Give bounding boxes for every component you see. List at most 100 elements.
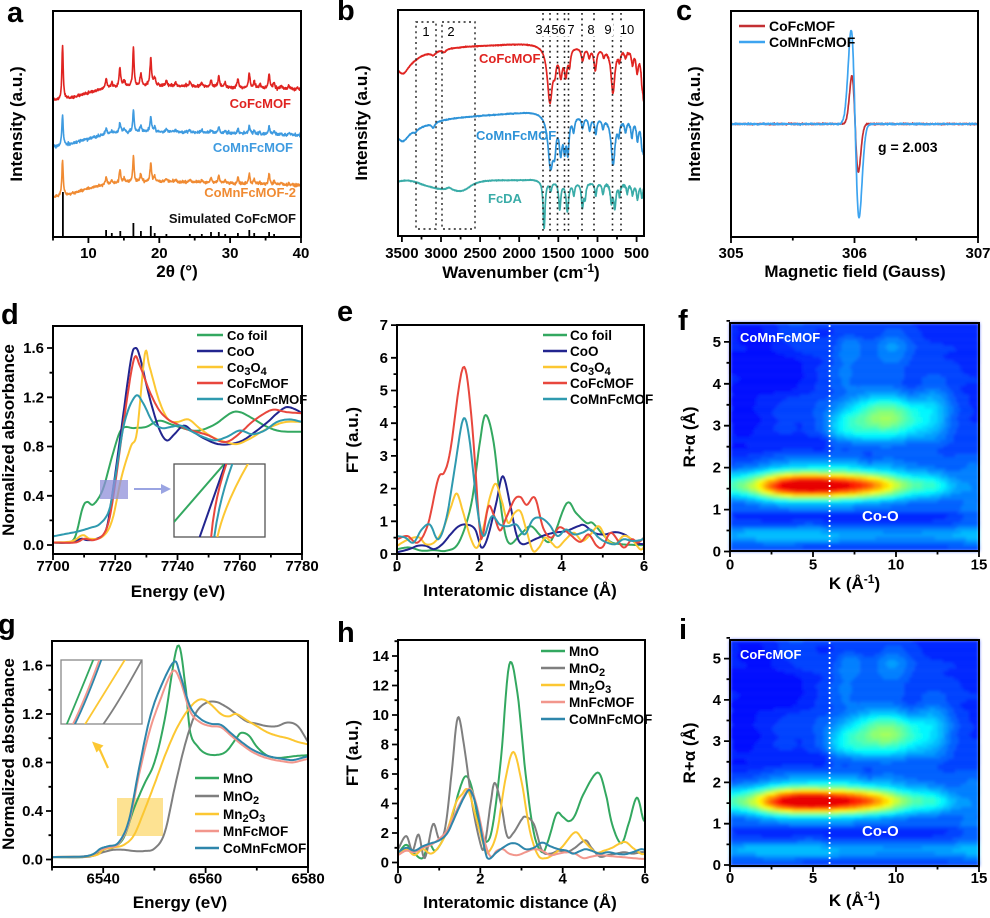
svg-text:CoFcMOF: CoFcMOF (769, 18, 836, 34)
svg-text:5: 5 (380, 383, 388, 400)
svg-text:10: 10 (888, 870, 905, 887)
svg-text:Intensity (a.u.): Intensity (a.u.) (7, 66, 26, 181)
svg-text:4: 4 (558, 871, 567, 888)
svg-text:6: 6 (640, 558, 648, 575)
svg-text:Intensity (a.u.): Intensity (a.u.) (685, 66, 704, 181)
svg-text:0.4: 0.4 (22, 803, 44, 820)
svg-text:CoMnFcMOF-2: CoMnFcMOF-2 (204, 185, 296, 200)
svg-text:CoFcMOF: CoFcMOF (227, 376, 288, 391)
svg-text:5: 5 (809, 870, 817, 887)
svg-text:Mn2O3: Mn2O3 (569, 678, 611, 696)
svg-text:3: 3 (713, 418, 721, 435)
svg-text:Interatomic distance (Å): Interatomic distance (Å) (423, 893, 617, 912)
svg-text:8: 8 (381, 737, 389, 754)
svg-text:5: 5 (713, 651, 721, 668)
svg-text:FT (a.u.): FT (a.u.) (343, 407, 362, 473)
svg-text:10: 10 (80, 245, 97, 262)
svg-text:4: 4 (713, 692, 722, 709)
svg-text:R+α (Å): R+α (Å) (680, 407, 699, 468)
svg-text:4: 4 (557, 558, 566, 575)
svg-text:30: 30 (222, 245, 239, 262)
svg-text:Wavenumber (cm-1): Wavenumber (cm-1) (442, 261, 599, 282)
svg-text:i: i (679, 614, 687, 646)
svg-text:3500: 3500 (385, 245, 418, 262)
svg-text:2: 2 (447, 24, 454, 39)
svg-text:Normalized absorbance: Normalized absorbance (0, 658, 18, 850)
svg-text:305: 305 (718, 245, 743, 262)
svg-text:CoO: CoO (227, 344, 254, 359)
svg-text:CoO: CoO (570, 344, 599, 359)
svg-text:4: 4 (381, 796, 390, 813)
svg-text:CoMnFcMOF: CoMnFcMOF (570, 392, 653, 407)
svg-text:7: 7 (380, 317, 388, 334)
svg-text:CoMnFcMOF: CoMnFcMOF (740, 330, 820, 345)
svg-text:e: e (337, 296, 353, 328)
svg-text:0.0: 0.0 (23, 537, 44, 554)
svg-text:CoMnFcMOF: CoMnFcMOF (213, 140, 293, 155)
svg-text:10: 10 (620, 22, 634, 37)
svg-text:MnFcMOF: MnFcMOF (223, 824, 288, 839)
svg-text:20: 20 (151, 245, 168, 262)
svg-text:10: 10 (372, 707, 389, 724)
svg-text:CoMnFcMOF: CoMnFcMOF (223, 841, 306, 856)
svg-text:g = 2.003: g = 2.003 (878, 139, 938, 155)
svg-text:1000: 1000 (581, 245, 614, 262)
svg-text:CoFcMOF: CoFcMOF (570, 376, 634, 391)
svg-text:2: 2 (380, 481, 388, 498)
svg-text:0.8: 0.8 (22, 755, 43, 772)
svg-text:MnFcMOF: MnFcMOF (569, 695, 634, 710)
svg-text:Energy (eV): Energy (eV) (131, 582, 225, 601)
svg-text:14: 14 (372, 648, 389, 665)
svg-text:1: 1 (713, 816, 721, 833)
svg-text:7740: 7740 (161, 558, 194, 575)
svg-text:1.6: 1.6 (23, 340, 44, 357)
svg-text:1500: 1500 (542, 245, 575, 262)
svg-text:5: 5 (713, 334, 721, 351)
svg-text:6: 6 (381, 766, 389, 783)
svg-text:FT (a.u.): FT (a.u.) (343, 720, 362, 786)
svg-text:15: 15 (971, 557, 988, 574)
svg-text:0: 0 (713, 857, 721, 874)
svg-text:6560: 6560 (189, 871, 222, 888)
svg-text:Mn2O3: Mn2O3 (223, 807, 265, 825)
svg-text:MnO: MnO (223, 771, 253, 786)
svg-text:CoMnFcMOF: CoMnFcMOF (769, 34, 856, 50)
svg-text:3000: 3000 (424, 245, 457, 262)
svg-text:1: 1 (713, 502, 721, 519)
svg-text:h: h (337, 617, 355, 649)
svg-text:2: 2 (475, 558, 483, 575)
svg-text:5: 5 (551, 22, 558, 37)
svg-text:c: c (676, 0, 692, 27)
svg-text:6540: 6540 (87, 871, 120, 888)
svg-text:CoMnFcMOF: CoMnFcMOF (569, 712, 652, 727)
svg-text:6: 6 (558, 22, 565, 37)
svg-text:2: 2 (381, 825, 389, 842)
svg-text:2500: 2500 (463, 245, 496, 262)
svg-text:6: 6 (380, 350, 388, 367)
svg-text:0: 0 (380, 546, 388, 563)
svg-text:2: 2 (713, 460, 721, 477)
svg-text:b: b (337, 0, 355, 27)
svg-text:Co3O4: Co3O4 (227, 360, 268, 378)
svg-text:0: 0 (394, 871, 402, 888)
svg-text:2: 2 (713, 774, 721, 791)
svg-text:Simulated CoFcMOF: Simulated CoFcMOF (169, 211, 296, 226)
svg-text:40: 40 (293, 245, 310, 262)
svg-text:R+α (Å): R+α (Å) (680, 723, 699, 784)
svg-text:CoMnFcMOF: CoMnFcMOF (476, 128, 556, 143)
svg-text:1: 1 (380, 513, 388, 530)
svg-text:f: f (678, 305, 688, 337)
svg-text:1: 1 (422, 24, 429, 39)
svg-text:0.8: 0.8 (23, 439, 44, 456)
svg-text:Co-O: Co-O (862, 508, 899, 525)
svg-text:5: 5 (809, 557, 817, 574)
svg-text:0: 0 (381, 855, 389, 872)
svg-text:6580: 6580 (291, 871, 324, 888)
svg-text:d: d (1, 299, 19, 331)
svg-text:8: 8 (587, 22, 594, 37)
svg-text:7720: 7720 (99, 558, 132, 575)
svg-text:3: 3 (380, 448, 388, 465)
svg-text:CoFcMOF: CoFcMOF (740, 647, 801, 662)
svg-text:4: 4 (380, 415, 389, 432)
svg-text:15: 15 (971, 870, 988, 887)
